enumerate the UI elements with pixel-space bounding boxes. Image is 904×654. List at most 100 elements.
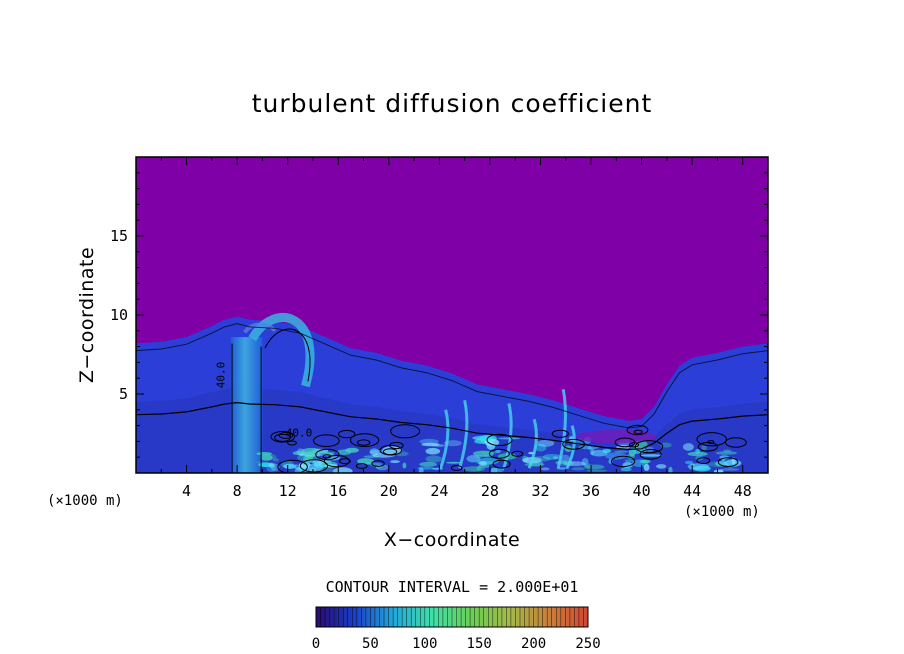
colorbar-divisions xyxy=(320,607,584,627)
turbulence-patch xyxy=(631,459,649,468)
turbulence-patch xyxy=(345,447,359,453)
contour-loop xyxy=(371,460,385,467)
contour-loop xyxy=(696,457,711,465)
x-tick-label: 16 xyxy=(329,482,347,500)
contour-loop xyxy=(639,449,662,460)
contour-interval-label: CONTOUR INTERVAL = 2.000E+01 xyxy=(326,578,579,596)
colorbar-tick-label: 250 xyxy=(575,636,600,652)
turbulence-patch xyxy=(628,448,636,457)
contour-loop xyxy=(707,440,715,444)
contour-lines xyxy=(136,323,768,473)
turbulence-patch xyxy=(701,444,707,451)
turbulence-patch xyxy=(560,454,570,463)
turbulence-patch xyxy=(495,449,501,454)
contour-loop xyxy=(717,457,739,468)
turbulence-patch xyxy=(639,459,651,464)
contour-loop xyxy=(299,459,329,473)
contour-loop xyxy=(270,431,296,443)
turbulence-patch xyxy=(687,463,710,470)
turbulence-patch xyxy=(563,461,586,467)
turbulence-patch xyxy=(293,464,300,470)
contour-loop xyxy=(628,442,640,448)
contour-loop xyxy=(562,438,586,450)
contour-loop xyxy=(488,448,510,459)
colorbar: 0 50 100 150 200 250 xyxy=(312,606,601,652)
turbulence-patch xyxy=(715,451,738,455)
colorbar-tick-label: 100 xyxy=(412,636,437,652)
turbulence-patch xyxy=(478,461,487,466)
contour-loop xyxy=(323,455,350,468)
turbulence-patch xyxy=(256,461,269,464)
colorbar-tick-label: 0 xyxy=(312,636,320,652)
contour-loop xyxy=(492,459,511,469)
x-axis-ticks: 4 8 12 16 20 24 28 32 36 40 44 48 xyxy=(160,157,752,500)
turbulence-patch xyxy=(266,464,276,472)
x-tick-label: 36 xyxy=(582,482,600,500)
contour-loop xyxy=(357,439,371,446)
x-tick-label: 8 xyxy=(233,482,242,500)
low-value-patch xyxy=(576,429,657,444)
contour-loop xyxy=(313,434,340,448)
colorbar-tick-label: 150 xyxy=(467,636,492,652)
turbulence-patch xyxy=(656,464,667,469)
turbulent-plume xyxy=(458,400,469,469)
colorbar-tick-labels: 0 50 100 150 200 250 xyxy=(312,636,601,652)
turbulent-plume xyxy=(502,403,513,469)
turbulence-patch xyxy=(402,462,407,469)
contour-loop xyxy=(287,440,297,446)
turbulence-patch xyxy=(624,459,634,463)
turbulence-patch xyxy=(462,466,485,472)
contour-loop xyxy=(696,432,727,447)
turbulence-patch xyxy=(394,451,409,457)
turbulence-patch xyxy=(332,467,353,473)
plume-cap xyxy=(243,322,277,334)
turbulence-patch xyxy=(643,464,650,471)
contour-loop xyxy=(338,429,356,439)
x-tick-label: 32 xyxy=(531,482,549,500)
turbulence-patch xyxy=(684,460,694,465)
turbulent-plume xyxy=(527,418,538,469)
turbulence-patch xyxy=(425,455,442,463)
turbulence-patch xyxy=(446,461,462,464)
x-tick-label: 4 xyxy=(182,482,191,500)
turbulence-patch xyxy=(419,461,437,467)
turbulence-patch xyxy=(376,464,389,471)
contour-line-lower xyxy=(136,401,768,451)
updraft-plume xyxy=(230,337,263,473)
turbulence-patch xyxy=(418,467,424,473)
turbulence-patch xyxy=(668,466,673,473)
turbulent-plume xyxy=(439,409,450,469)
turbulence-patch xyxy=(425,447,441,455)
turbulence-patch xyxy=(475,438,492,441)
turbulence-patch xyxy=(587,446,592,450)
turbulence-patch xyxy=(640,454,663,457)
x-tick-label: 44 xyxy=(683,482,701,500)
contour-loop xyxy=(278,431,294,439)
turbulence-patch xyxy=(723,449,732,453)
chart-title: turbulent diffusion coefficient xyxy=(252,89,653,118)
contour-line-upper xyxy=(136,323,768,429)
colorbar-tick-label: 50 xyxy=(362,636,379,652)
contour-loop xyxy=(277,459,308,473)
y-tick-label: 5 xyxy=(119,385,128,403)
colorbar-tick-label: 200 xyxy=(521,636,546,652)
turbulence-patch xyxy=(357,458,375,465)
turbulence-patch xyxy=(590,449,608,457)
x-axis-unit: (×1000 m) xyxy=(684,504,760,520)
turbulence-patch xyxy=(256,452,273,456)
x-tick-label: 28 xyxy=(481,482,499,500)
turbulence-patch xyxy=(264,453,277,460)
turbulence-patch xyxy=(524,462,545,467)
turbulence-patch xyxy=(534,443,547,452)
turbulence-patch xyxy=(682,443,694,451)
x-tick-label: 40 xyxy=(633,482,651,500)
turbulence-patch xyxy=(552,456,559,459)
turbulent-plume xyxy=(565,425,576,469)
x-tick-label: 48 xyxy=(734,482,752,500)
turbulence-patch xyxy=(586,469,608,472)
turbulence-patch xyxy=(363,462,383,465)
turbulence-patch xyxy=(490,467,498,473)
turbulence-patch xyxy=(431,467,444,470)
